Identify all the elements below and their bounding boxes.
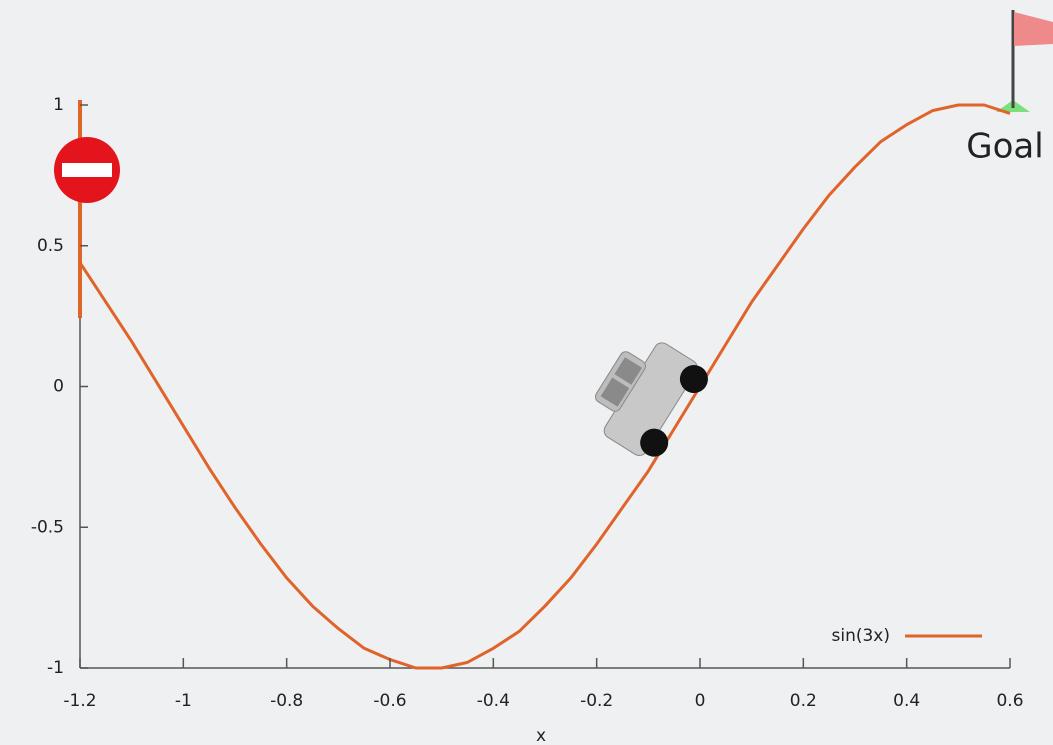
x-tick-label: 0.4 [893,691,920,711]
x-tick-label: -1.2 [63,691,96,711]
x-tick-label: 0 [695,691,706,711]
x-tick-label: -0.6 [373,691,406,711]
line-series [78,103,1011,670]
x-tick-label: -0.8 [270,691,303,711]
y-tick-label: -1 [47,658,64,678]
y-tick-label: 0.5 [37,236,64,256]
y-tick-label: -0.5 [31,517,64,537]
legend-label: sin(3x) [832,626,891,646]
x-tick-label: 0.2 [790,691,817,711]
no-entry-sign [54,137,120,203]
x-tick-label: -0.4 [477,691,510,711]
goal-label: Goal [966,127,1043,167]
x-tick-label: 0.6 [996,691,1023,711]
car [594,342,708,457]
y-tick-label: 1 [53,95,64,115]
y-tick-label: 0 [53,377,64,397]
goal-flag [996,10,1053,112]
x-tick-label: -1 [175,691,192,711]
x-axis-label: x [536,726,546,745]
x-tick-label: -0.2 [580,691,613,711]
